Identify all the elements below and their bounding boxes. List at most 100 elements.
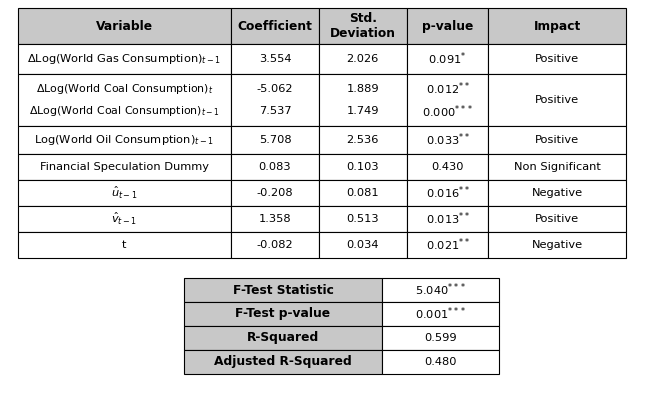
Text: 0.013$^{**}$: 0.013$^{**}$ <box>426 211 469 227</box>
Text: 0.021$^{**}$: 0.021$^{**}$ <box>426 237 469 253</box>
Text: 2.026: 2.026 <box>347 54 379 64</box>
Text: 0.599: 0.599 <box>424 333 457 343</box>
Text: 0.001$^{***}$: 0.001$^{***}$ <box>415 306 466 322</box>
Bar <box>18 126 231 154</box>
Bar <box>231 44 319 74</box>
Bar <box>489 154 626 180</box>
Text: F-Test Statistic: F-Test Statistic <box>232 283 334 297</box>
Text: 0.083: 0.083 <box>259 162 291 172</box>
Bar <box>319 44 406 74</box>
Text: Positive: Positive <box>535 54 579 64</box>
Bar <box>382 278 499 302</box>
Text: p-value: p-value <box>422 19 473 33</box>
Bar <box>18 232 231 258</box>
Text: -5.062: -5.062 <box>257 84 293 94</box>
Text: Financial Speculation Dummy: Financial Speculation Dummy <box>40 162 209 172</box>
Bar <box>231 126 319 154</box>
Text: Coefficient: Coefficient <box>238 19 312 33</box>
Text: 7.537: 7.537 <box>259 106 291 116</box>
Text: Non Significant: Non Significant <box>514 162 600 172</box>
Text: 0.480: 0.480 <box>424 357 457 367</box>
Bar <box>18 154 231 180</box>
Text: F-Test p-value: F-Test p-value <box>236 307 330 321</box>
Bar <box>231 8 319 44</box>
Text: Adjusted R-Squared: Adjusted R-Squared <box>214 356 352 368</box>
Text: 1.889: 1.889 <box>346 84 379 94</box>
Bar <box>489 206 626 232</box>
Bar <box>406 232 489 258</box>
Bar <box>184 326 382 350</box>
Bar <box>406 206 489 232</box>
Bar <box>184 278 382 302</box>
Text: Variable: Variable <box>96 19 153 33</box>
Text: 3.554: 3.554 <box>259 54 291 64</box>
Bar <box>382 302 499 326</box>
Text: Std.
Deviation: Std. Deviation <box>330 12 396 40</box>
Bar <box>489 74 626 126</box>
Bar <box>184 350 382 374</box>
Bar <box>382 350 499 374</box>
Text: 0.016$^{**}$: 0.016$^{**}$ <box>426 185 469 201</box>
Text: $\hat{u}_{t-1}$: $\hat{u}_{t-1}$ <box>111 185 138 201</box>
Text: R-Squared: R-Squared <box>247 332 319 344</box>
Bar <box>489 232 626 258</box>
Text: 0.000$^{***}$: 0.000$^{***}$ <box>422 103 473 119</box>
Text: 2.536: 2.536 <box>347 135 379 145</box>
Text: Positive: Positive <box>535 214 579 224</box>
Text: 0.012$^{**}$: 0.012$^{**}$ <box>426 80 469 97</box>
Bar <box>406 154 489 180</box>
Text: Negative: Negative <box>532 240 583 250</box>
Text: 1.749: 1.749 <box>346 106 379 116</box>
Bar <box>231 206 319 232</box>
Bar <box>319 74 406 126</box>
Bar <box>231 154 319 180</box>
Text: 0.081: 0.081 <box>346 188 379 198</box>
Text: 0.034: 0.034 <box>346 240 379 250</box>
Bar <box>18 74 231 126</box>
Text: $\hat{v}_{t-1}$: $\hat{v}_{t-1}$ <box>111 211 138 227</box>
Text: Positive: Positive <box>535 135 579 145</box>
Text: Log(World Oil Consumption)$_{t-1}$: Log(World Oil Consumption)$_{t-1}$ <box>34 133 214 147</box>
Text: 5.040$^{***}$: 5.040$^{***}$ <box>415 282 466 298</box>
Bar <box>319 180 406 206</box>
Bar <box>18 8 231 44</box>
Bar <box>406 44 489 74</box>
Bar <box>18 44 231 74</box>
Text: t: t <box>122 240 126 250</box>
Bar <box>319 206 406 232</box>
Text: $\Delta$Log(World Coal Consumption)$_t$: $\Delta$Log(World Coal Consumption)$_t$ <box>36 82 213 96</box>
Bar <box>489 44 626 74</box>
Text: 0.513: 0.513 <box>346 214 379 224</box>
Bar <box>382 326 499 350</box>
Bar <box>489 126 626 154</box>
Bar <box>406 180 489 206</box>
Bar <box>406 74 489 126</box>
Text: -0.082: -0.082 <box>257 240 293 250</box>
Text: Positive: Positive <box>535 95 579 105</box>
Bar <box>231 74 319 126</box>
Text: 0.091$^{*}$: 0.091$^{*}$ <box>428 51 467 67</box>
Bar <box>406 126 489 154</box>
Bar <box>18 180 231 206</box>
Bar <box>184 302 382 326</box>
Bar <box>231 180 319 206</box>
Text: -0.208: -0.208 <box>257 188 293 198</box>
Text: Impact: Impact <box>534 19 581 33</box>
Bar <box>18 206 231 232</box>
Bar <box>489 180 626 206</box>
Text: 0.103: 0.103 <box>346 162 379 172</box>
Text: 0.033$^{**}$: 0.033$^{**}$ <box>426 132 469 148</box>
Text: 0.430: 0.430 <box>432 162 464 172</box>
Bar <box>406 8 489 44</box>
Text: $\Delta$Log(World Gas Consumption)$_{t-1}$: $\Delta$Log(World Gas Consumption)$_{t-1… <box>27 52 221 66</box>
Bar <box>231 232 319 258</box>
Bar <box>319 232 406 258</box>
Text: 5.708: 5.708 <box>259 135 291 145</box>
Bar <box>319 154 406 180</box>
Text: Negative: Negative <box>532 188 583 198</box>
Bar <box>489 8 626 44</box>
Text: 1.358: 1.358 <box>259 214 291 224</box>
Text: $\Delta$Log(World Coal Consumption)$_{t-1}$: $\Delta$Log(World Coal Consumption)$_{t-… <box>29 104 220 118</box>
Bar <box>319 8 406 44</box>
Bar <box>319 126 406 154</box>
